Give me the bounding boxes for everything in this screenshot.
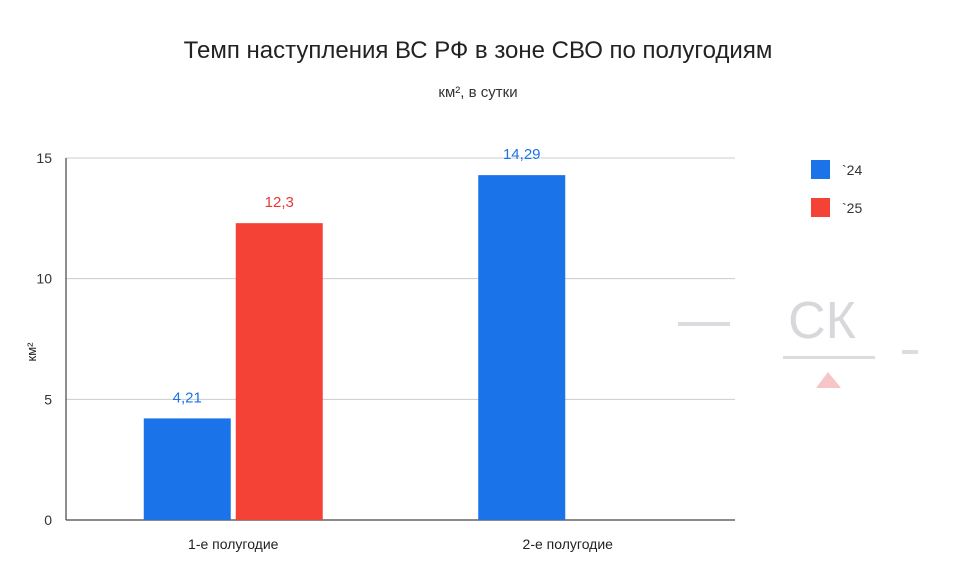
data-label: 4,21 [173,389,202,406]
bars [143,175,566,520]
y-tick-label: 0 [44,512,52,528]
y-axis-label: км² [24,342,39,362]
legend: `24 `25 [811,160,862,217]
watermark-underline [783,356,875,359]
chart-subtitle: км², в сутки [438,84,517,101]
data-label: 12,3 [265,194,294,211]
x-axis-categories: 1-е полугодие 2-е полугодие [188,536,613,552]
legend-label: `25 [842,200,862,216]
data-label: 14,29 [503,146,541,163]
chart-title: Темп наступления ВС РФ в зоне СВО по пол… [184,37,773,64]
gridlines [65,157,735,521]
x-category-label: 2-е полугодие [523,536,614,552]
watermark-dash-right [902,350,918,354]
legend-label: `24 [842,162,862,178]
watermark-dash-left [678,322,730,326]
y-tick-label: 5 [44,391,52,407]
y-tick-label: 10 [36,271,52,287]
x-category-label: 1-е полугодие [188,536,279,552]
legend-swatch [811,198,830,217]
bar [478,175,566,520]
bar [235,223,323,520]
y-tick-label: 15 [36,150,52,166]
watermark-triangle [816,372,841,388]
watermark-logo: СК [678,292,918,388]
data-labels: 4,21 12,3 14,29 [173,146,541,406]
y-axis-ticks: 0 5 10 15 [36,150,52,528]
watermark-text: СК [788,292,856,350]
legend-swatch [811,160,830,179]
bar [143,418,231,520]
